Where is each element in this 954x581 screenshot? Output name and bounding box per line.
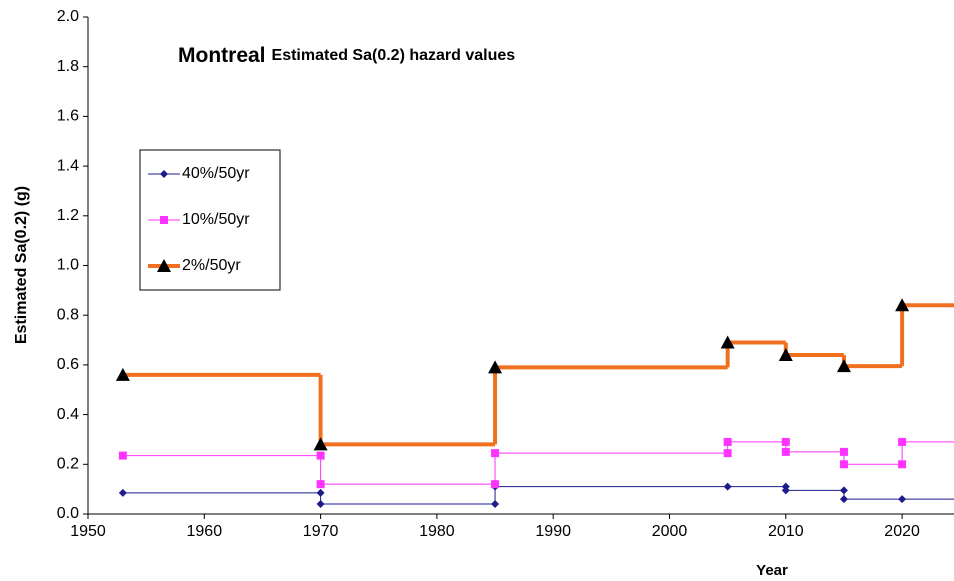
marker (316, 500, 325, 509)
y-tick-label: 1.6 (57, 108, 79, 125)
x-axis-label: Year (756, 562, 788, 579)
marker (488, 360, 503, 374)
x-tick-label: 1950 (70, 523, 106, 540)
marker (839, 486, 848, 495)
x-tick-label: 2000 (652, 523, 688, 540)
marker (781, 486, 790, 495)
marker (723, 482, 732, 491)
marker (313, 437, 328, 451)
marker (491, 500, 500, 509)
chart-title: Montreal Estimated Sa(0.2) hazard values (178, 44, 515, 67)
marker (839, 495, 848, 504)
marker (720, 335, 735, 349)
y-tick-label: 1.4 (57, 157, 79, 174)
y-tick-label: 0.4 (57, 406, 79, 423)
marker (839, 460, 848, 469)
marker (723, 437, 732, 446)
marker (836, 359, 851, 373)
marker (781, 437, 790, 446)
marker (898, 495, 907, 504)
legend-label: 40%/50yr (182, 165, 250, 182)
x-tick-label: 1980 (419, 523, 455, 540)
y-tick-label: 1.2 (57, 207, 79, 224)
marker (898, 437, 907, 446)
legend-label: 2%/50yr (182, 257, 241, 274)
x-tick-label: 2020 (884, 523, 920, 540)
x-tick-label: 1970 (303, 523, 339, 540)
legend-label: 10%/50yr (182, 211, 250, 228)
y-tick-label: 0.2 (57, 456, 79, 473)
y-tick-label: 0.0 (57, 505, 79, 522)
marker (781, 447, 790, 456)
marker (839, 447, 848, 456)
title: Montreal (178, 44, 266, 67)
y-tick-label: 0.8 (57, 306, 79, 323)
legend-marker (160, 216, 168, 224)
y-tick-label: 2.0 (57, 8, 79, 25)
marker (898, 460, 907, 469)
y-tick-label: 1.0 (57, 257, 79, 274)
marker (316, 451, 325, 460)
marker (316, 488, 325, 497)
y-axis-label: Estimated Sa(0.2) (g) (13, 186, 30, 344)
legend-marker (157, 259, 171, 272)
y-tick-label: 1.8 (57, 58, 79, 75)
x-tick-label: 2010 (768, 523, 804, 540)
marker (491, 480, 500, 489)
y-tick-label: 0.6 (57, 356, 79, 373)
series (122, 486, 954, 505)
marker (723, 449, 732, 458)
subtitle: Estimated Sa(0.2) hazard values (272, 47, 516, 64)
marker (115, 367, 130, 381)
x-tick-label: 1990 (535, 523, 571, 540)
marker (316, 480, 325, 489)
legend-marker (160, 170, 168, 178)
marker (118, 488, 127, 497)
marker (778, 347, 793, 361)
series (122, 303, 954, 447)
marker (895, 298, 910, 312)
marker (491, 449, 500, 458)
x-tick-label: 1960 (187, 523, 223, 540)
series (122, 441, 954, 485)
marker (118, 451, 127, 460)
